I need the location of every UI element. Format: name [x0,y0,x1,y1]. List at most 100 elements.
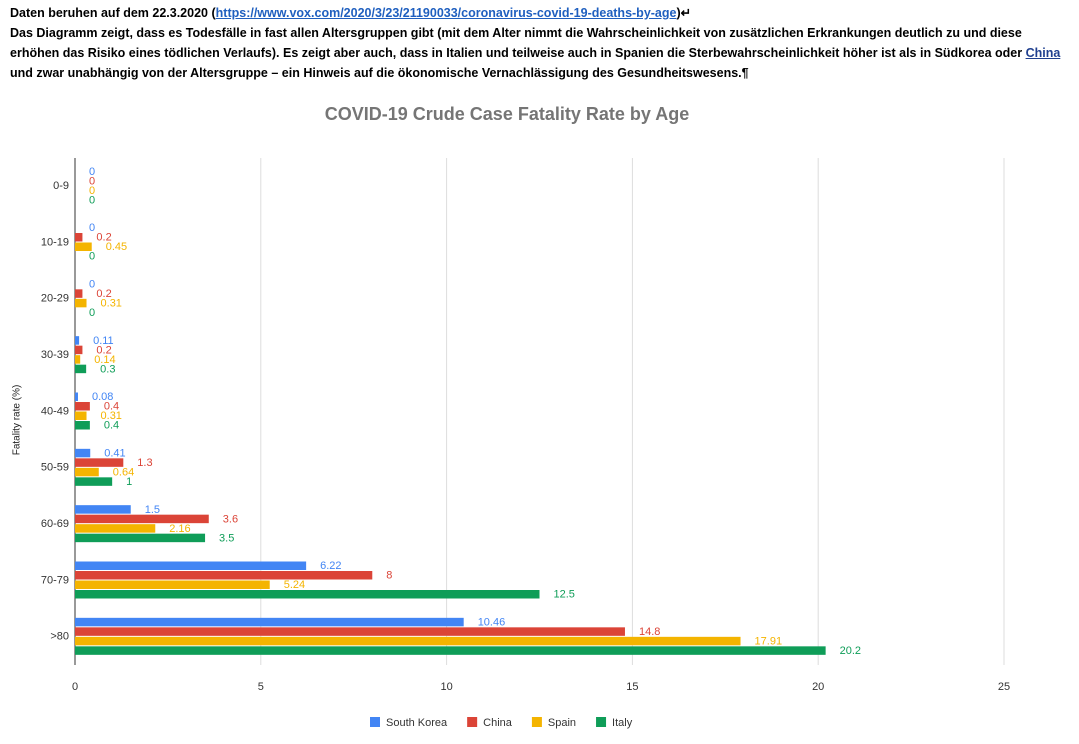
bar [75,477,113,486]
bar [75,533,206,543]
document-text: Daten beruhen auf dem 22.3.2020 (https:/… [10,3,1072,83]
bar [75,590,540,599]
data-label: 0 [89,175,95,187]
legend-label: China [483,717,513,729]
y-tick-label: 40-49 [41,405,69,417]
data-label: 10.46 [478,616,506,628]
data-label: 0.41 [104,447,125,459]
y-tick-label: 0-9 [53,180,69,192]
data-label: 0.45 [106,241,127,253]
data-label: 0 [89,222,95,234]
bar [75,411,87,420]
legend-swatch [596,717,607,727]
x-tick-label: 10 [440,681,452,693]
bar [75,458,124,467]
legend-swatch [467,717,478,727]
legend-label: South Korea [386,717,448,729]
data-label: 0.4 [104,420,119,432]
x-tick-label: 0 [72,681,78,693]
source-prefix: Daten beruhen auf dem 22.3.2020 ( [10,6,216,20]
legend-label: Spain [548,717,576,729]
data-label: 0.14 [94,354,115,366]
data-label: 0.2 [96,288,111,300]
bar [75,561,307,570]
bar [75,617,464,627]
bar [75,646,826,655]
y-tick-label: 70-79 [41,574,69,586]
y-tick-label: 10-19 [41,236,69,248]
bar [75,402,90,411]
x-tick-label: 20 [812,681,824,693]
bar [75,524,156,533]
chart-title: COVID-19 Crude Case Fatality Rate by Age [325,104,689,124]
bar [75,289,83,298]
data-label: 17.91 [755,635,783,647]
data-label: 0.11 [93,335,114,347]
data-label: 0.4 [104,401,119,413]
bar [75,392,78,401]
bar [75,298,87,308]
y-tick-label: 60-69 [41,518,69,530]
data-label: 12.5 [554,589,575,601]
x-tick-label: 15 [626,681,638,693]
x-tick-label: 25 [998,681,1010,693]
bar [75,448,91,458]
data-label: 0.64 [113,466,134,478]
data-label: 0.31 [101,410,122,422]
source-link[interactable]: https://www.vox.com/2020/3/23/21190033/c… [215,6,677,20]
data-label: 6.22 [320,560,341,572]
bar [75,421,90,430]
data-label: 0 [89,166,95,178]
paragraph: Das Diagramm zeigt, dass es Todesfälle i… [10,23,1072,83]
source-suffix: )↵ [676,6,692,20]
paragraph-text: Das Diagramm zeigt, dass es Todesfälle i… [10,26,1026,60]
data-label: 2.16 [169,523,190,535]
data-label: 0.31 [101,297,122,309]
data-label: 1 [126,476,132,488]
bar [75,364,87,374]
data-label: 3.5 [219,532,234,544]
data-label: 1.3 [137,457,152,469]
source-line: Daten beruhen auf dem 22.3.2020 (https:/… [10,3,1072,23]
data-label: 0 [89,278,95,290]
legend-label: Italy [612,717,633,729]
legend-swatch [531,717,542,727]
bar [75,636,741,646]
data-label: 5.24 [284,579,305,591]
data-label: 0.2 [96,232,111,244]
y-tick-label: 50-59 [41,462,69,474]
bar [75,505,131,514]
y-tick-label: 20-29 [41,293,69,305]
data-label: 8 [386,570,392,582]
bar [75,242,92,251]
data-label: 0.2 [96,344,111,356]
bar [75,571,373,580]
data-label: 14.8 [639,626,660,638]
data-label: 20.2 [840,645,861,657]
bar [75,355,81,364]
bar [75,336,80,345]
y-tick-label: >80 [50,631,69,643]
china-link[interactable]: China [1025,46,1061,60]
paragraph-text: und zwar unabhängig von der Altersgruppe… [10,66,749,80]
data-label: 3.6 [223,513,238,525]
data-label: 0.08 [92,391,113,403]
data-label: 0 [89,185,95,197]
legend-swatch [370,717,380,727]
data-label: 1.5 [145,504,160,516]
bar [75,467,99,477]
bar [75,627,625,636]
data-label: 0.3 [100,363,115,375]
data-label: 0 [89,307,95,319]
y-axis-label: Fatality rate (%) [12,385,23,456]
bar [75,514,209,524]
bar [75,233,83,242]
bar [75,580,270,589]
y-tick-label: 30-39 [41,349,69,361]
bar [75,345,83,355]
data-label: 0 [89,251,95,263]
data-label: 0 [89,194,95,206]
x-tick-label: 5 [258,681,264,693]
